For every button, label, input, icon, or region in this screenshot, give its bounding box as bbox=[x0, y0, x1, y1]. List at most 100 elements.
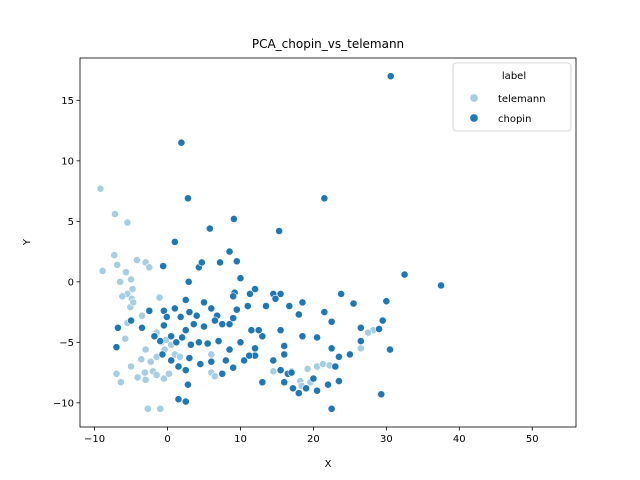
data-point-chopin bbox=[232, 305, 241, 314]
legend-marker-telemann bbox=[469, 93, 479, 103]
data-point-telemann bbox=[211, 372, 219, 381]
data-point-telemann bbox=[176, 352, 184, 361]
data-point-chopin bbox=[262, 302, 270, 310]
data-point-chopin bbox=[200, 298, 208, 307]
data-point-chopin bbox=[225, 247, 234, 256]
data-point-chopin bbox=[349, 299, 358, 308]
data-point-chopin bbox=[269, 356, 278, 365]
data-point-telemann bbox=[96, 184, 105, 193]
data-point-chopin bbox=[236, 274, 245, 283]
data-point-chopin bbox=[356, 323, 365, 332]
data-point-chopin bbox=[216, 258, 224, 267]
data-point-telemann bbox=[156, 404, 165, 413]
data-point-chopin bbox=[294, 310, 303, 319]
data-point-chopin bbox=[335, 377, 343, 385]
data-point-chopin bbox=[167, 332, 176, 341]
legend-marker-chopin bbox=[469, 113, 479, 123]
x-tick-label: 40 bbox=[453, 434, 466, 445]
data-point-chopin bbox=[276, 326, 285, 335]
data-point-chopin bbox=[287, 368, 296, 377]
data-point-chopin bbox=[280, 378, 289, 387]
data-point-chopin bbox=[174, 395, 183, 404]
data-point-chopin bbox=[335, 352, 343, 361]
x-axis: −10 0 10 20 30 40 50 bbox=[84, 427, 539, 445]
data-point-chopin bbox=[194, 338, 203, 347]
legend-box bbox=[452, 62, 572, 132]
x-tick-label: 20 bbox=[307, 434, 320, 445]
data-point-chopin bbox=[243, 302, 252, 310]
data-point-chopin bbox=[298, 332, 307, 341]
data-point-chopin bbox=[240, 356, 249, 365]
data-point-telemann bbox=[133, 373, 142, 382]
data-point-telemann bbox=[137, 355, 146, 364]
data-point-chopin bbox=[327, 344, 336, 353]
data-point-chopin bbox=[276, 290, 285, 298]
data-point-chopin bbox=[112, 343, 121, 352]
legend-label-telemann: telemann bbox=[498, 94, 546, 105]
data-point-chopin bbox=[184, 194, 192, 203]
data-point-telemann bbox=[364, 328, 373, 337]
data-point-chopin bbox=[276, 366, 285, 375]
data-point-chopin bbox=[225, 320, 234, 329]
x-tick-label: 0 bbox=[164, 434, 170, 445]
data-point-chopin bbox=[181, 397, 190, 406]
data-point-chopin bbox=[192, 311, 201, 320]
data-point-chopin bbox=[294, 389, 303, 398]
data-point-chopin bbox=[280, 342, 289, 350]
legend: label telemann chopin bbox=[452, 62, 572, 132]
x-tick-label: 30 bbox=[380, 434, 393, 445]
data-point-telemann bbox=[207, 350, 216, 359]
data-point-telemann bbox=[159, 374, 168, 383]
data-point-telemann bbox=[141, 368, 149, 377]
data-point-chopin bbox=[246, 290, 254, 298]
data-point-chopin bbox=[386, 72, 395, 81]
data-point-telemann bbox=[123, 218, 132, 227]
data-point-chopin bbox=[156, 337, 165, 346]
data-point-chopin bbox=[181, 296, 190, 304]
data-point-chopin bbox=[162, 313, 171, 321]
data-point-telemann bbox=[318, 360, 327, 368]
data-point-telemann bbox=[141, 375, 150, 384]
data-point-chopin bbox=[145, 306, 154, 315]
data-point-telemann bbox=[128, 285, 137, 293]
data-point-chopin bbox=[172, 338, 181, 347]
data-point-chopin bbox=[258, 378, 267, 387]
data-point-chopin bbox=[337, 290, 346, 298]
data-point-chopin bbox=[176, 313, 185, 321]
data-point-chopin bbox=[174, 362, 183, 371]
data-point-chopin bbox=[184, 380, 192, 389]
data-point-chopin bbox=[375, 325, 383, 333]
data-point-chopin bbox=[289, 384, 297, 393]
data-point-chopin bbox=[313, 333, 321, 342]
data-point-telemann bbox=[98, 267, 107, 275]
data-point-chopin bbox=[114, 323, 122, 332]
data-point-telemann bbox=[152, 371, 161, 379]
data-point-chopin bbox=[229, 292, 238, 301]
data-point-chopin bbox=[185, 354, 194, 362]
x-tick-label: −10 bbox=[84, 434, 105, 445]
data-point-chopin bbox=[254, 326, 263, 335]
data-point-chopin bbox=[324, 380, 332, 389]
data-point-chopin bbox=[251, 285, 259, 293]
data-point-chopin bbox=[229, 314, 238, 323]
data-point-telemann bbox=[127, 362, 135, 371]
data-point-chopin bbox=[138, 323, 146, 332]
data-point-telemann bbox=[113, 260, 122, 269]
data-point-telemann bbox=[122, 268, 130, 277]
data-point-chopin bbox=[214, 337, 223, 346]
data-point-chopin bbox=[211, 316, 219, 325]
data-point-telemann bbox=[118, 292, 127, 301]
data-point-chopin bbox=[197, 258, 206, 267]
data-points bbox=[96, 72, 445, 413]
data-point-chopin bbox=[170, 237, 179, 246]
data-point-chopin bbox=[205, 224, 214, 233]
data-point-chopin bbox=[200, 322, 208, 331]
data-point-chopin bbox=[158, 350, 167, 359]
chart-title: PCA_chopin_vs_telemann bbox=[252, 37, 404, 51]
data-point-chopin bbox=[170, 304, 179, 313]
data-point-chopin bbox=[331, 362, 340, 371]
data-point-telemann bbox=[146, 357, 155, 366]
data-point-chopin bbox=[327, 404, 336, 413]
data-point-chopin bbox=[251, 344, 259, 353]
